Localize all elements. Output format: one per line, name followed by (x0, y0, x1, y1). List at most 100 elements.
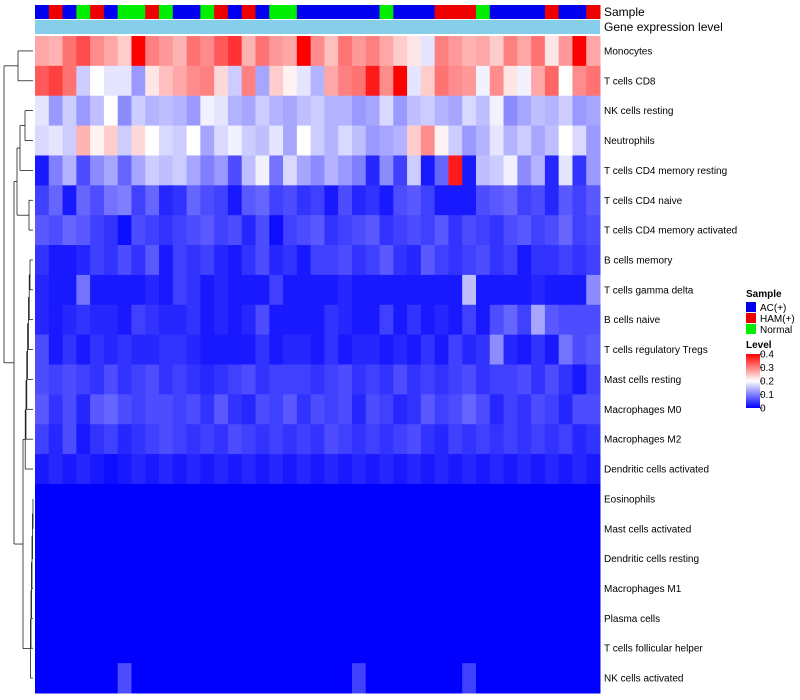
heatmap-cell (103, 633, 119, 664)
heatmap-cell (186, 364, 201, 395)
heatmap-cell (379, 364, 394, 395)
heatmap-cell (517, 424, 532, 455)
heatmap-cell (145, 245, 160, 276)
heatmap-cell (48, 274, 64, 306)
heatmap-cell (117, 424, 132, 455)
heatmap-cell (475, 543, 491, 575)
heatmap-cell (558, 394, 573, 425)
heatmap-cell (145, 155, 160, 186)
heatmap-cell (131, 215, 146, 246)
heatmap-cell (159, 513, 174, 545)
sample-annotation-cell (172, 5, 188, 19)
heatmap-cell (503, 603, 518, 634)
heatmap-cell (200, 245, 215, 276)
heatmap-cell (172, 633, 188, 664)
heatmap-cell (351, 454, 367, 485)
heatmap-cell (572, 334, 587, 365)
heatmap-cell (324, 125, 339, 156)
heatmap-cell (324, 274, 339, 306)
heatmap-cell (503, 304, 518, 336)
heatmap-cell (379, 125, 394, 156)
heatmap-cell (35, 603, 50, 634)
heatmap-cell (227, 185, 243, 216)
heatmap-cell (76, 334, 91, 365)
heatmap-cell (489, 573, 505, 604)
heatmap-cell (475, 334, 491, 365)
legend-swatch (746, 324, 756, 334)
heatmap-cell (531, 543, 546, 575)
heatmap-cell (227, 633, 243, 664)
heatmap-cell (269, 603, 284, 634)
heatmap-cell (283, 513, 298, 545)
heatmap-cell (172, 274, 188, 306)
heatmap-cell (351, 603, 367, 634)
heatmap-cell (379, 663, 394, 694)
heatmap-cell (172, 573, 188, 604)
heatmap-cell (62, 274, 77, 306)
heatmap-cell (448, 364, 463, 395)
heatmap-cell (62, 65, 77, 97)
heatmap-cell (48, 334, 64, 365)
heatmap-cell (103, 543, 119, 575)
heatmap-cell (159, 125, 174, 156)
heatmap-cell (214, 573, 229, 604)
heatmap-cell (351, 185, 367, 216)
heatmap-cell (145, 573, 160, 604)
heatmap-cell (393, 334, 408, 365)
heatmap-cell (200, 364, 215, 395)
heatmap-cell (241, 36, 256, 67)
heatmap-cell (90, 364, 105, 395)
heatmap-cell (544, 454, 560, 485)
heatmap-cell (489, 334, 505, 365)
heatmap-cell (489, 274, 505, 306)
heatmap-cell (76, 513, 91, 545)
heatmap-cell (475, 394, 491, 425)
heatmap-cell (117, 334, 132, 365)
heatmap-cell (558, 543, 573, 575)
heatmap-cell (489, 483, 505, 515)
heatmap-cell (214, 364, 229, 395)
heatmap-cell (103, 394, 119, 425)
heatmap-cell (586, 95, 601, 127)
sample-annotation-cell (324, 5, 339, 19)
heatmap-cell (90, 334, 105, 365)
heatmap-cell (241, 364, 256, 395)
heatmap-cell (117, 364, 132, 395)
heatmap-cell (324, 543, 339, 575)
heatmap-cell (103, 513, 119, 545)
sample-annotation-cell (586, 5, 601, 19)
heatmap-cell (407, 304, 422, 336)
sample-annotation-cell (117, 5, 132, 19)
heatmap-cell (255, 125, 270, 156)
heatmap-cell (434, 185, 449, 216)
heatmap-cell (517, 513, 532, 545)
heatmap-cell (269, 185, 284, 216)
heatmap-cell (558, 334, 573, 365)
row-labels: Monocytes T cells CD8 NK cells resting Neut… (604, 46, 737, 684)
heatmap-cell (227, 424, 243, 455)
row-label: Macrophages M0 (604, 405, 682, 416)
heatmap-cell (489, 65, 505, 97)
heatmap-cell (255, 603, 270, 634)
heatmap-cell (572, 274, 587, 306)
heatmap-cell (62, 95, 77, 127)
heatmap-cell (503, 543, 518, 575)
heatmap-cell (489, 513, 505, 545)
heatmap-cell (62, 603, 77, 634)
heatmap-cell (558, 663, 573, 694)
sample-annotation-cell (269, 5, 284, 19)
heatmap-cell (351, 543, 367, 575)
heatmap-cell (131, 304, 146, 336)
heatmap-cell (475, 364, 491, 395)
heatmap-cell (255, 95, 270, 127)
heatmap-cell (351, 573, 367, 604)
heatmap-cell (489, 95, 505, 127)
sample-annotation-cell (531, 5, 546, 19)
heatmap-cell (241, 483, 256, 515)
heatmap-cell (365, 36, 381, 67)
heatmap-cell (214, 245, 229, 276)
heatmap-cell (572, 364, 587, 395)
sample-annotation-cell (489, 5, 505, 19)
heatmap-cell (462, 513, 477, 545)
heatmap-cell (296, 215, 312, 246)
